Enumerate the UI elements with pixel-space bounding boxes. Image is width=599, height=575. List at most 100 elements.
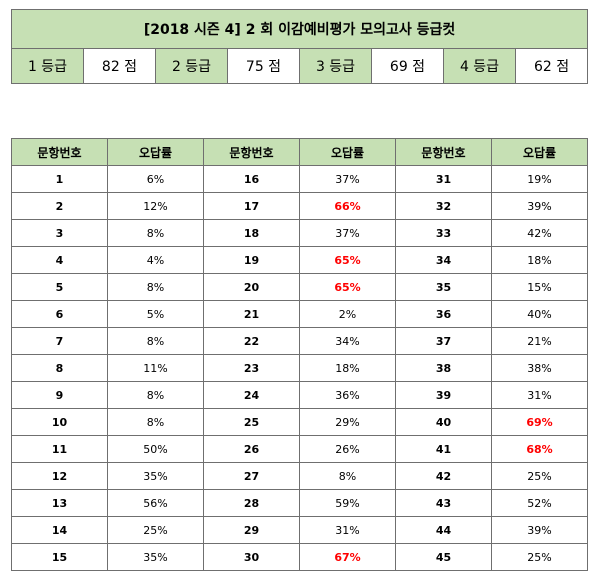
error-rate-cell: 8%: [107, 219, 204, 247]
error-rate-cell: 6%: [107, 165, 204, 193]
grade-cut-row: 1 등급 82 점 2 등급 75 점 3 등급 69 점 4 등급 62 점: [11, 48, 589, 84]
question-number-cell: 6: [11, 300, 108, 328]
question-number-cell: 12: [11, 462, 108, 490]
question-number-cell: 37: [395, 327, 492, 355]
grade-cut-table: [2018 시즌 4] 2 회 이감예비평가 모의고사 등급컷 1 등급 82 …: [10, 9, 589, 84]
grade-label: 2 등급: [155, 48, 228, 84]
question-number-cell: 42: [395, 462, 492, 490]
error-rate-cell-highlighted: 65%: [299, 246, 396, 274]
error-rate-cell: 25%: [491, 543, 588, 571]
table-row: 11 50% 26 26% 41 68%: [11, 435, 588, 463]
question-number-cell: 28: [203, 489, 300, 517]
grade-score: 62 점: [514, 48, 589, 84]
error-rate-cell: 25%: [107, 516, 204, 544]
column-header-error-rate: 오답률: [107, 138, 204, 166]
question-number-cell: 35: [395, 273, 492, 301]
question-number-cell: 1: [11, 165, 108, 193]
table-header-row: 문항번호 오답률 문항번호 오답률 문항번호 오답률: [11, 138, 588, 166]
question-number-cell: 36: [395, 300, 492, 328]
question-number-cell: 25: [203, 408, 300, 436]
error-rate-cell: 18%: [299, 354, 396, 382]
error-rate-cell-highlighted: 66%: [299, 192, 396, 220]
error-rate-cell: 31%: [299, 516, 396, 544]
column-header-question-number: 문항번호: [203, 138, 300, 166]
question-number-cell: 38: [395, 354, 492, 382]
error-rate-cell: 25%: [491, 462, 588, 490]
error-rate-cell: 8%: [107, 381, 204, 409]
question-number-cell: 4: [11, 246, 108, 274]
question-number-cell: 9: [11, 381, 108, 409]
question-number-cell: 40: [395, 408, 492, 436]
error-rate-cell: 40%: [491, 300, 588, 328]
error-rate-cell: 15%: [491, 273, 588, 301]
table-row: 2 12% 17 66% 32 39%: [11, 192, 588, 220]
table-row: 13 56% 28 59% 43 52%: [11, 489, 588, 517]
table-row: 3 8% 18 37% 33 42%: [11, 219, 588, 247]
question-number-cell: 32: [395, 192, 492, 220]
question-number-cell: 18: [203, 219, 300, 247]
question-number-cell: 10: [11, 408, 108, 436]
table-row: 15 35% 30 67% 45 25%: [11, 543, 588, 571]
column-header-error-rate: 오답률: [299, 138, 396, 166]
grade-label: 1 등급: [11, 48, 84, 84]
page-title: [2018 시즌 4] 2 회 이감예비평가 모의고사 등급컷: [10, 9, 589, 49]
question-number-cell: 33: [395, 219, 492, 247]
question-number-cell: 39: [395, 381, 492, 409]
error-rate-cell: 56%: [107, 489, 204, 517]
error-rate-cell-highlighted: 67%: [299, 543, 396, 571]
error-rate-cell: 2%: [299, 300, 396, 328]
error-rate-cell-highlighted: 69%: [491, 408, 588, 436]
question-number-cell: 45: [395, 543, 492, 571]
error-rate-cell: 34%: [299, 327, 396, 355]
question-number-cell: 34: [395, 246, 492, 274]
error-rate-cell-highlighted: 65%: [299, 273, 396, 301]
error-rate-cell: 50%: [107, 435, 204, 463]
table-row: 6 5% 21 2% 36 40%: [11, 300, 588, 328]
error-rate-cell: 39%: [491, 192, 588, 220]
error-rate-cell: 29%: [299, 408, 396, 436]
error-rate-cell: 21%: [491, 327, 588, 355]
question-number-cell: 13: [11, 489, 108, 517]
question-number-cell: 2: [11, 192, 108, 220]
error-rate-cell: 42%: [491, 219, 588, 247]
error-rate-cell: 36%: [299, 381, 396, 409]
error-rate-cell: 4%: [107, 246, 204, 274]
question-number-cell: 14: [11, 516, 108, 544]
grade-score: 82 점: [83, 48, 156, 84]
question-number-cell: 30: [203, 543, 300, 571]
error-rate-cell: 18%: [491, 246, 588, 274]
question-number-cell: 27: [203, 462, 300, 490]
question-number-cell: 23: [203, 354, 300, 382]
table-row: 10 8% 25 29% 40 69%: [11, 408, 588, 436]
question-number-cell: 3: [11, 219, 108, 247]
error-rate-cell: 37%: [299, 165, 396, 193]
question-number-cell: 26: [203, 435, 300, 463]
error-rate-cell: 52%: [491, 489, 588, 517]
error-rate-cell: 12%: [107, 192, 204, 220]
error-rate-cell-highlighted: 68%: [491, 435, 588, 463]
question-number-cell: 5: [11, 273, 108, 301]
grade-score: 75 점: [227, 48, 300, 84]
error-rate-cell: 31%: [491, 381, 588, 409]
column-header-question-number: 문항번호: [395, 138, 492, 166]
error-rate-cell: 37%: [299, 219, 396, 247]
question-number-cell: 21: [203, 300, 300, 328]
question-number-cell: 31: [395, 165, 492, 193]
question-number-cell: 15: [11, 543, 108, 571]
error-rate-cell: 19%: [491, 165, 588, 193]
error-rate-cell: 39%: [491, 516, 588, 544]
error-rate-cell: 8%: [107, 273, 204, 301]
table-row: 5 8% 20 65% 35 15%: [11, 273, 588, 301]
question-number-cell: 8: [11, 354, 108, 382]
table-row: 12 35% 27 8% 42 25%: [11, 462, 588, 490]
table-row: 14 25% 29 31% 44 39%: [11, 516, 588, 544]
question-number-cell: 7: [11, 327, 108, 355]
error-rate-cell: 35%: [107, 462, 204, 490]
question-number-cell: 19: [203, 246, 300, 274]
grade-label: 3 등급: [299, 48, 372, 84]
table-row: 1 6% 16 37% 31 19%: [11, 165, 588, 193]
table-row: 9 8% 24 36% 39 31%: [11, 381, 588, 409]
table-row: 8 11% 23 18% 38 38%: [11, 354, 588, 382]
error-rate-cell: 59%: [299, 489, 396, 517]
question-number-cell: 29: [203, 516, 300, 544]
